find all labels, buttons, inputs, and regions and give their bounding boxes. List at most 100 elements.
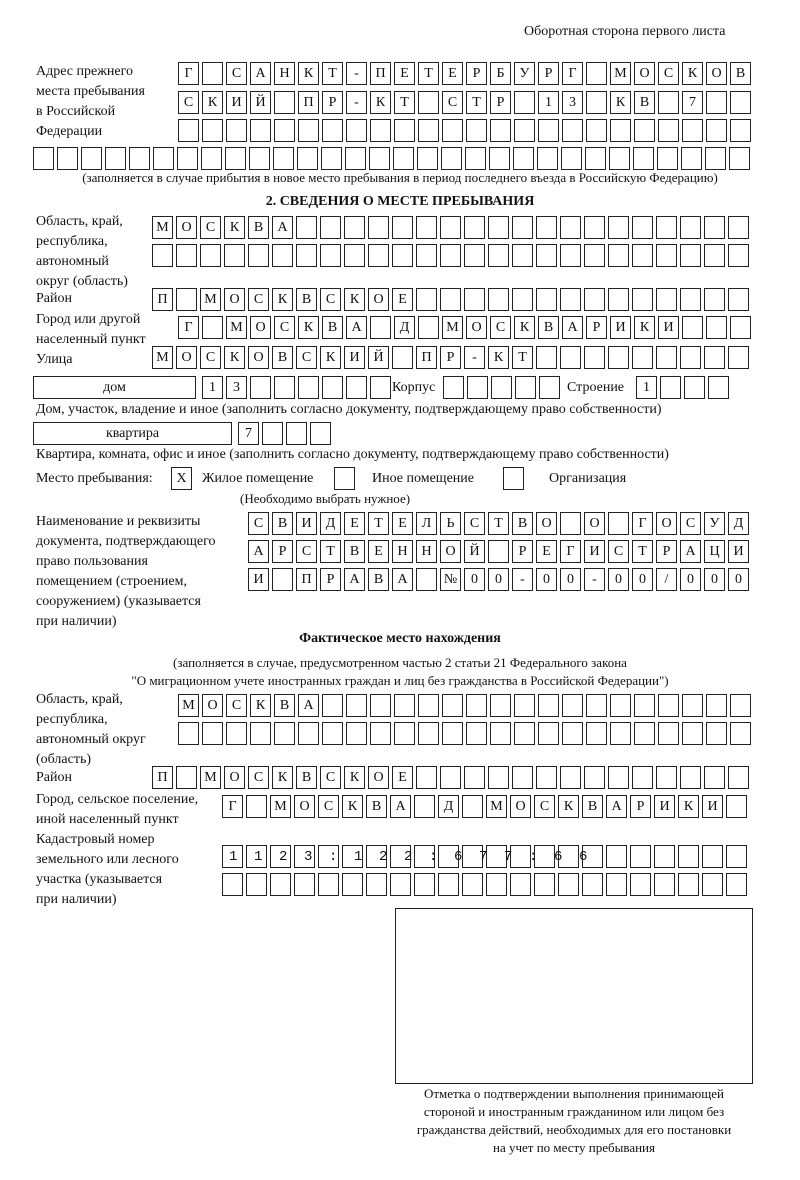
char-cell[interactable]: К — [682, 62, 703, 85]
char-cell[interactable] — [345, 147, 366, 170]
char-cell[interactable]: 0 — [704, 568, 725, 591]
char-cell[interactable] — [608, 288, 629, 311]
char-cell[interactable]: А — [606, 795, 627, 818]
char-cell[interactable] — [418, 91, 439, 114]
char-cell[interactable] — [610, 694, 631, 717]
char-cell[interactable]: О — [368, 288, 389, 311]
char-cell[interactable]: П — [416, 346, 437, 369]
char-cell[interactable]: 1 — [538, 91, 559, 114]
char-cell[interactable]: Ь — [440, 512, 461, 535]
char-cell[interactable] — [392, 216, 413, 239]
char-cell[interactable]: В — [274, 694, 295, 717]
char-cell[interactable] — [249, 147, 270, 170]
char-cell[interactable]: Т — [632, 540, 653, 563]
char-cell[interactable]: К — [250, 694, 271, 717]
char-cell[interactable] — [442, 722, 463, 745]
char-cell[interactable] — [490, 722, 511, 745]
char-cell[interactable] — [514, 119, 535, 142]
char-cell[interactable]: Г — [222, 795, 243, 818]
char-cell[interactable] — [466, 694, 487, 717]
char-cell[interactable] — [730, 694, 751, 717]
char-cell[interactable]: 7 — [682, 91, 703, 114]
char-cell[interactable]: О — [510, 795, 531, 818]
char-cell[interactable] — [704, 346, 725, 369]
char-cell[interactable]: С — [318, 795, 339, 818]
char-cell[interactable] — [224, 244, 245, 267]
char-cell[interactable]: М — [178, 694, 199, 717]
char-cell[interactable] — [534, 845, 555, 868]
char-cell[interactable] — [608, 244, 629, 267]
char-cell[interactable] — [680, 346, 701, 369]
char-cell[interactable]: М — [152, 346, 173, 369]
char-cell[interactable] — [250, 119, 271, 142]
char-cell[interactable]: Е — [368, 540, 389, 563]
char-cell[interactable] — [584, 346, 605, 369]
char-cell[interactable]: Т — [488, 512, 509, 535]
char-cell[interactable] — [488, 288, 509, 311]
char-cell[interactable] — [464, 244, 485, 267]
char-cell[interactable] — [586, 91, 607, 114]
char-cell[interactable]: С — [490, 316, 511, 339]
char-cell[interactable] — [634, 722, 655, 745]
char-cell[interactable] — [730, 316, 751, 339]
char-cell[interactable] — [510, 873, 531, 896]
char-cell[interactable]: Р — [656, 540, 677, 563]
apt-number-row[interactable]: 7 — [238, 422, 331, 445]
char-cell[interactable] — [322, 694, 343, 717]
char-cell[interactable]: А — [392, 568, 413, 591]
char-cell[interactable] — [342, 873, 363, 896]
char-cell[interactable]: М — [486, 795, 507, 818]
stay-checkbox-other[interactable] — [334, 467, 355, 490]
char-cell[interactable] — [515, 376, 536, 399]
char-cell[interactable] — [202, 316, 223, 339]
char-cell[interactable] — [294, 845, 315, 868]
char-cell[interactable] — [246, 795, 267, 818]
char-cell[interactable] — [633, 147, 654, 170]
char-cell[interactable]: В — [634, 91, 655, 114]
char-cell[interactable]: И — [584, 540, 605, 563]
char-cell[interactable] — [488, 766, 509, 789]
char-cell[interactable] — [512, 216, 533, 239]
char-cell[interactable] — [394, 694, 415, 717]
char-cell[interactable]: К — [344, 288, 365, 311]
char-cell[interactable] — [586, 62, 607, 85]
char-cell[interactable]: С — [296, 540, 317, 563]
char-cell[interactable] — [658, 91, 679, 114]
char-cell[interactable] — [418, 316, 439, 339]
prev-address-row-3[interactable] — [178, 119, 751, 142]
char-cell[interactable] — [512, 244, 533, 267]
char-cell[interactable] — [320, 216, 341, 239]
char-cell[interactable]: 0 — [608, 568, 629, 591]
char-cell[interactable]: В — [322, 316, 343, 339]
char-cell[interactable] — [346, 694, 367, 717]
char-cell[interactable]: Е — [392, 512, 413, 535]
char-cell[interactable]: Т — [368, 512, 389, 535]
char-cell[interactable]: В — [368, 568, 389, 591]
char-cell[interactable]: К — [514, 316, 535, 339]
char-cell[interactable]: М — [610, 62, 631, 85]
char-cell[interactable] — [702, 845, 723, 868]
char-cell[interactable] — [416, 766, 437, 789]
char-cell[interactable] — [684, 376, 705, 399]
char-cell[interactable] — [370, 376, 391, 399]
char-cell[interactable]: Г — [178, 316, 199, 339]
char-cell[interactable]: М — [226, 316, 247, 339]
char-cell[interactable]: С — [178, 91, 199, 114]
char-cell[interactable] — [344, 244, 365, 267]
char-cell[interactable]: К — [320, 346, 341, 369]
char-cell[interactable] — [153, 147, 174, 170]
char-cell[interactable]: Н — [416, 540, 437, 563]
char-cell[interactable] — [584, 766, 605, 789]
char-cell[interactable]: Е — [442, 62, 463, 85]
char-cell[interactable] — [656, 216, 677, 239]
char-cell[interactable] — [608, 512, 629, 535]
char-cell[interactable]: С — [680, 512, 701, 535]
korpus-row[interactable] — [443, 376, 560, 399]
char-cell[interactable] — [294, 873, 315, 896]
char-cell[interactable] — [656, 766, 677, 789]
prev-address-row-4[interactable] — [33, 147, 750, 170]
char-cell[interactable] — [680, 288, 701, 311]
